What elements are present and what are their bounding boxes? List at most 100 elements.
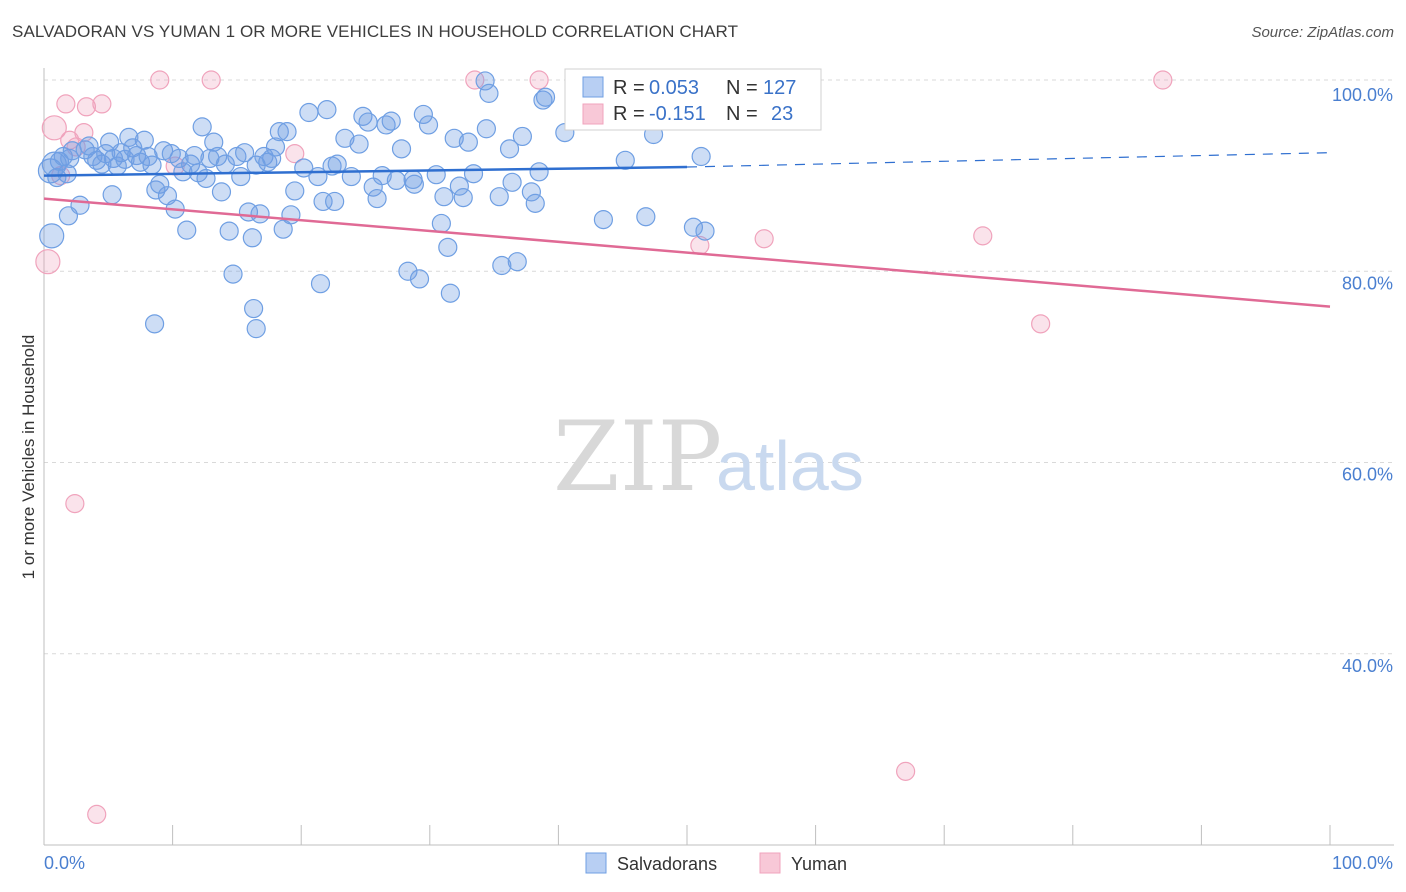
salvadoran-point-82 xyxy=(376,115,396,135)
yuman-point-8 xyxy=(92,94,112,114)
salvadoran-point-94 xyxy=(444,128,464,148)
axes xyxy=(43,68,1394,846)
watermark-zip: ZIP xyxy=(553,401,722,513)
legend-r-label-1: R = xyxy=(613,77,645,99)
salvadoran-point-66 xyxy=(285,181,305,201)
salvadoran-point-80 xyxy=(367,188,387,209)
legend-swatch-yuman xyxy=(582,103,604,125)
salvadoran-point-102 xyxy=(499,139,520,159)
yuman-point-20 xyxy=(65,494,85,514)
legend-n-label-1: N = xyxy=(726,77,758,99)
salvadoran-point-136 xyxy=(403,169,423,190)
yuman-point-7 xyxy=(76,97,97,117)
bottom-legend-yuman: Yuman xyxy=(791,854,847,874)
yuman-point-9 xyxy=(150,70,170,90)
salvadoran-point-10 xyxy=(70,195,90,215)
legend-swatch-salvadorans xyxy=(582,76,604,98)
salvadoran-point-55 xyxy=(242,228,262,248)
salvadoran-point-71 xyxy=(317,100,337,120)
watermark: ZIP atlas xyxy=(553,401,864,513)
salvadoran-point-100 xyxy=(479,83,499,103)
salvadoran-point-70 xyxy=(313,191,333,212)
salvadoran-point-84 xyxy=(386,170,406,191)
salvadoran-point-92 xyxy=(434,187,454,207)
salvadoran-point-46 xyxy=(208,146,228,167)
salvadoran-point-5 xyxy=(57,164,77,184)
salvadoran-point-21 xyxy=(115,149,135,169)
yuman-point-13 xyxy=(465,70,485,90)
salvadoran-point-38 xyxy=(177,220,197,240)
grid-lines xyxy=(44,79,1394,655)
salvadoran-point-74 xyxy=(335,128,355,148)
source-label: Source: ZipAtlas.com xyxy=(1251,24,1394,41)
bottom-legend-swatch-yuman xyxy=(759,852,781,874)
salvadoran-point-86 xyxy=(398,261,418,281)
legend-box xyxy=(564,68,822,131)
salvadoran-point-32 xyxy=(153,141,174,161)
salvadoran-point-91 xyxy=(426,165,446,185)
salvadoran-point-128 xyxy=(244,298,264,319)
salvadoran-point-50 xyxy=(223,264,243,284)
chart-title: SALVADORAN VS YUMAN 1 OR MORE VEHICLES I… xyxy=(12,22,739,41)
salvadoran-trend-extension xyxy=(686,152,1331,168)
salvadoran-point-62 xyxy=(269,122,289,142)
salvadoran-point-109 xyxy=(533,90,553,110)
bottom-legend: Salvadorans Yuman xyxy=(585,852,847,874)
salvadoran-point-108 xyxy=(529,162,549,182)
x-tick-label-0: 0.0% xyxy=(44,853,85,873)
salvadoran-point-37 xyxy=(173,162,193,182)
yuman-point-3 xyxy=(56,94,76,114)
salvadoran-point-101 xyxy=(489,187,509,207)
salvadoran-point-132 xyxy=(440,283,460,303)
salvadoran-point-77 xyxy=(353,106,373,126)
salvadoran-point-53 xyxy=(235,143,255,163)
salvadoran-point-123 xyxy=(691,146,711,167)
salvadoran-point-97 xyxy=(458,132,478,152)
yuman-point-0 xyxy=(35,249,61,275)
salvadoran-point-93 xyxy=(438,237,458,257)
salvadoran-point-106 xyxy=(521,182,541,202)
legend: R = 0.053 N = 127 R = -0.151 N = 23 xyxy=(564,68,822,131)
salvadoran-point-73 xyxy=(327,154,347,174)
salvadoran-point-103 xyxy=(502,172,522,192)
salvadoran-point-99 xyxy=(475,71,495,91)
salvadoran-point-130 xyxy=(310,274,331,294)
salvadoran-point-2 xyxy=(47,167,67,188)
legend-r-value-1: 0.053 xyxy=(649,77,699,99)
trend-lines xyxy=(43,152,1331,308)
yuman-point-12 xyxy=(285,144,305,164)
salvadoran-point-107 xyxy=(525,193,545,213)
salvadoran-point-95 xyxy=(449,176,469,196)
yuman-point-1 xyxy=(41,115,67,141)
salvadoran-point-134 xyxy=(476,119,496,139)
salvadoran-point-47 xyxy=(211,182,232,202)
yuman-point-21 xyxy=(87,804,107,825)
salvadoran-point-8 xyxy=(39,223,65,249)
yuman-point-14 xyxy=(529,70,549,90)
y-axis-label: 1 or more Vehicles in Household xyxy=(19,335,38,580)
salvadoran-point-42 xyxy=(192,117,212,137)
legend-n-value-1: 127 xyxy=(763,77,796,99)
salvadoran-point-61 xyxy=(265,137,286,157)
salvadoran-point-27 xyxy=(134,130,154,150)
bottom-legend-salvadorans: Salvadorans xyxy=(617,854,717,874)
salvadoran-point-78 xyxy=(358,112,378,132)
y-tick-label-3: 40.0% xyxy=(1342,656,1393,676)
salvadoran-point-105 xyxy=(512,126,532,147)
salvadoran-point-122 xyxy=(683,217,704,237)
bottom-legend-swatch-salvadorans xyxy=(585,852,607,874)
yuman-point-18 xyxy=(1031,314,1051,334)
salvadoran-point-133 xyxy=(492,255,512,276)
yuman-point-11 xyxy=(201,70,221,90)
y-tick-label-2: 60.0% xyxy=(1342,465,1393,485)
y-tick-label-1: 80.0% xyxy=(1342,273,1393,293)
salvadoran-point-45 xyxy=(204,132,224,152)
yuman-point-17 xyxy=(973,226,993,246)
legend-n-value-2: 23 xyxy=(771,103,793,125)
salvadoran-point-129 xyxy=(246,319,266,339)
salvadoran-point-24 xyxy=(102,185,122,205)
salvadoran-point-104 xyxy=(507,252,527,272)
salvadoran-point-96 xyxy=(453,188,473,208)
yuman-points xyxy=(35,70,1173,825)
